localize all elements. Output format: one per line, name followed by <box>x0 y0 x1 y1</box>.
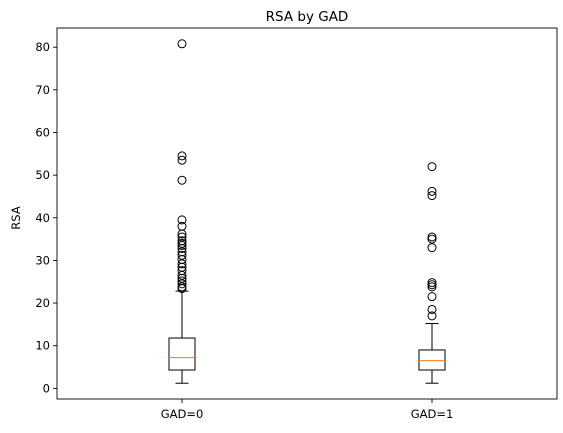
y-tick-label: 20 <box>35 296 50 310</box>
outlier-point <box>177 151 187 161</box>
y-tick-label: 70 <box>35 83 50 97</box>
outlier-point <box>177 232 187 242</box>
outlier-point <box>177 247 187 257</box>
outlier-point <box>427 234 437 244</box>
chart-title: RSA by GAD <box>266 9 349 25</box>
plot-frame <box>56 27 558 400</box>
outlier-point <box>427 304 437 314</box>
iqr-box <box>418 349 446 371</box>
x-tick-label: GAD=0 <box>161 407 204 421</box>
iqr-box <box>168 337 196 371</box>
outlier-point <box>177 250 187 260</box>
y-tick-label: 0 <box>43 381 50 395</box>
y-tick-label: 30 <box>35 253 50 267</box>
outlier-point <box>177 175 187 185</box>
x-tick-label: GAD=1 <box>411 407 454 421</box>
outlier-point <box>177 276 187 286</box>
outlier-point <box>177 238 187 248</box>
outlier-point <box>177 282 187 292</box>
outlier-point <box>427 243 437 253</box>
y-tick-label: 40 <box>35 211 50 225</box>
outlier-point <box>177 240 187 250</box>
outlier-point <box>427 232 437 242</box>
outlier-point <box>427 186 437 196</box>
y-tick-label: 60 <box>35 125 50 139</box>
plot-area: 0 10 20 30 40 50 60 70 80 GAD=0 GAD=1 <box>35 39 454 421</box>
y-tick-label: 80 <box>35 40 50 54</box>
outlier-point <box>427 280 437 290</box>
outlier-point <box>427 311 437 321</box>
outlier-point <box>177 221 187 231</box>
outlier-point <box>177 236 187 246</box>
outlier-point <box>177 259 187 269</box>
outlier-point <box>177 39 187 49</box>
outlier-point <box>177 266 187 276</box>
outlier-point <box>427 162 437 172</box>
y-tick-label: 10 <box>35 339 50 353</box>
outlier-point <box>427 282 437 292</box>
outlier-point <box>177 215 187 225</box>
y-axis-label: RSA <box>9 206 23 230</box>
outlier-point <box>177 279 187 289</box>
outlier-point <box>177 155 187 165</box>
outlier-point <box>427 292 437 302</box>
outlier-point <box>427 278 437 288</box>
y-tick-label: 50 <box>35 168 50 182</box>
outlier-point <box>427 191 437 201</box>
